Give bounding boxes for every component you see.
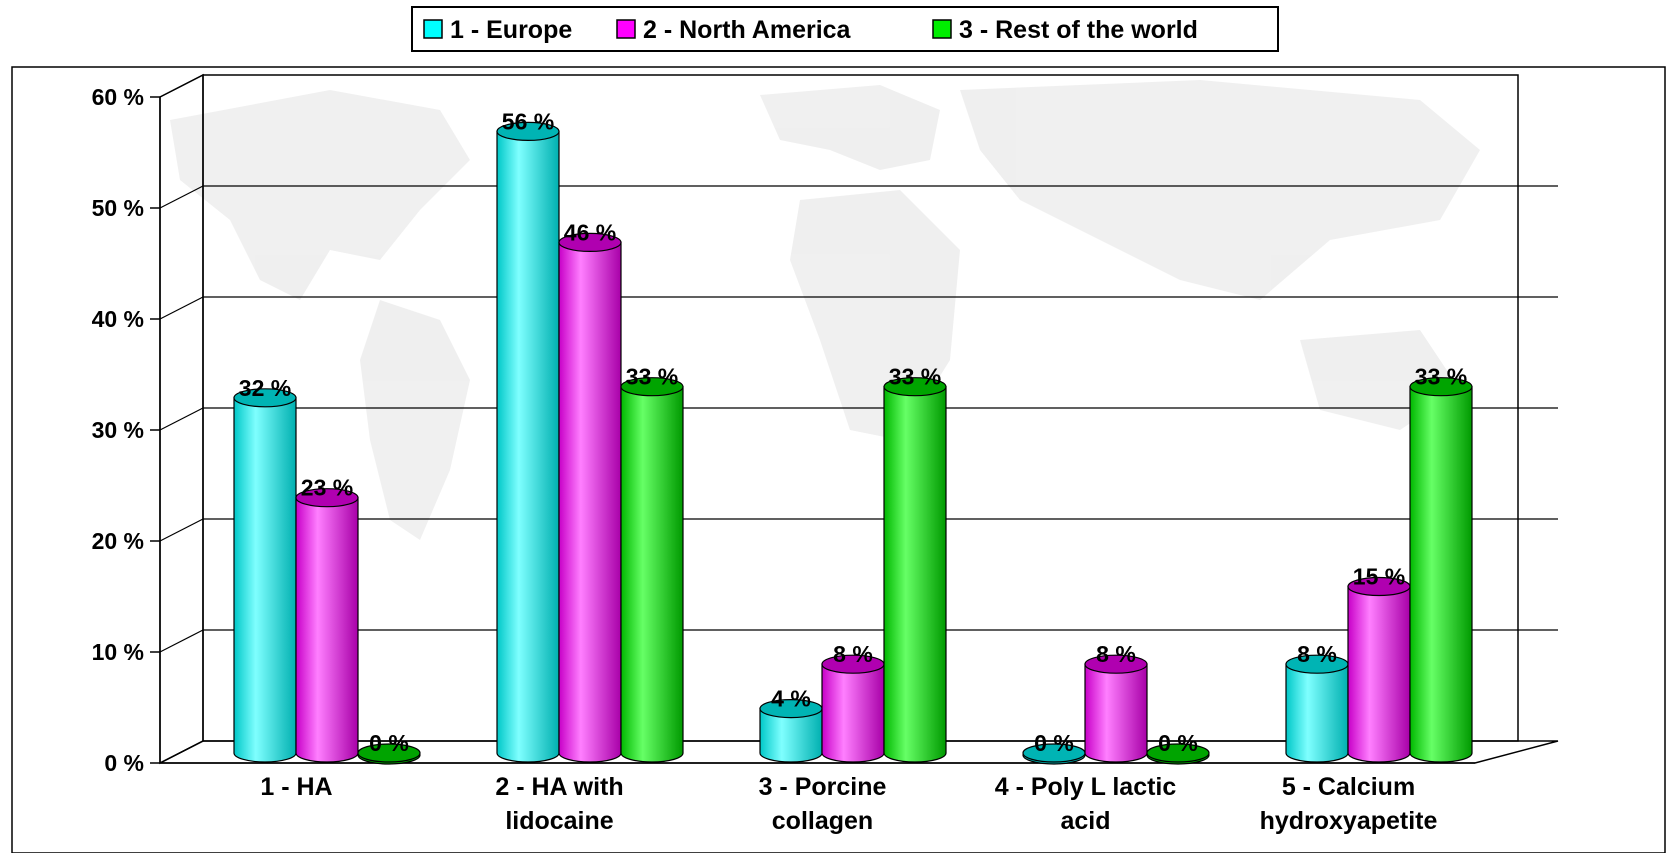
legend-item-2: 2 - North America bbox=[616, 16, 852, 44]
gridline-side bbox=[159, 74, 204, 98]
y-tick-label: 0 % bbox=[104, 750, 144, 776]
data-label: 0 % bbox=[1034, 730, 1074, 756]
legend-swatch bbox=[616, 19, 636, 39]
legend-swatch bbox=[423, 19, 443, 39]
legend-swatch bbox=[932, 19, 952, 39]
data-label: 8 % bbox=[833, 641, 873, 667]
legend-item-3: 3 - Rest of the world bbox=[932, 16, 1198, 44]
bar-4-series-2 bbox=[1084, 654, 1148, 763]
data-label: 33 % bbox=[889, 364, 941, 390]
legend-box bbox=[411, 6, 1279, 52]
bar-3-series-2 bbox=[821, 654, 885, 763]
y-tick-label: 50 % bbox=[92, 195, 144, 221]
bar-3-series-1 bbox=[759, 698, 823, 763]
x-tick-label: 3 - Porcine bbox=[759, 773, 887, 801]
bar-1-series-1 bbox=[233, 388, 297, 763]
legend-item-1: 1 - Europe bbox=[423, 16, 572, 44]
gridline-side bbox=[159, 740, 204, 764]
bar-1-series-3 bbox=[357, 743, 421, 765]
gridline-side bbox=[159, 185, 204, 209]
bar-3-series-3 bbox=[883, 377, 947, 763]
bar-2-series-3 bbox=[620, 377, 684, 763]
data-label: 8 % bbox=[1297, 641, 1337, 667]
data-label: 15 % bbox=[1353, 564, 1405, 590]
legend-label: 2 - North America bbox=[643, 16, 852, 44]
gridline-side bbox=[159, 629, 204, 653]
bar-5-series-3 bbox=[1409, 377, 1473, 763]
y-tick-label: 30 % bbox=[92, 417, 144, 443]
bar-5-series-2 bbox=[1347, 576, 1411, 763]
x-tick-label: lidocaine bbox=[505, 807, 613, 835]
data-label: 0 % bbox=[1158, 730, 1198, 756]
data-label: 23 % bbox=[301, 475, 353, 501]
gridline-side bbox=[159, 407, 204, 431]
bar-4-series-3 bbox=[1146, 743, 1210, 765]
legend-label: 3 - Rest of the world bbox=[959, 16, 1198, 44]
data-label: 33 % bbox=[1415, 364, 1467, 390]
bar-2-series-2 bbox=[558, 232, 622, 763]
bar-2-series-1 bbox=[496, 121, 560, 763]
x-tick-label: 2 - HA with bbox=[495, 773, 623, 801]
y-tick-label: 40 % bbox=[92, 306, 144, 332]
x-tick-label: 4 - Poly L lactic bbox=[995, 773, 1177, 801]
bar-4-series-1 bbox=[1022, 743, 1086, 765]
gridline-side bbox=[159, 518, 204, 542]
data-label: 33 % bbox=[626, 364, 678, 390]
y-tick-label: 20 % bbox=[92, 528, 144, 554]
y-tick-label: 60 % bbox=[92, 84, 144, 110]
x-tick-label: 1 - HA bbox=[260, 773, 332, 801]
data-label: 8 % bbox=[1096, 641, 1136, 667]
data-label: 56 % bbox=[502, 108, 554, 134]
data-label: 4 % bbox=[771, 686, 811, 712]
x-tick-label: 5 - Calcium bbox=[1282, 773, 1415, 801]
legend-label: 1 - Europe bbox=[450, 16, 572, 44]
y-tick-label: 10 % bbox=[92, 639, 144, 665]
bar-1-series-2 bbox=[295, 488, 359, 763]
bar-5-series-1 bbox=[1285, 654, 1349, 763]
data-label: 32 % bbox=[239, 375, 291, 401]
x-tick-label: collagen bbox=[772, 807, 873, 835]
x-tick-label: hydroxyapetite bbox=[1260, 807, 1438, 835]
data-label: 0 % bbox=[369, 730, 409, 756]
x-tick-label: acid bbox=[1060, 807, 1110, 835]
gridline-side bbox=[159, 296, 204, 320]
data-label: 46 % bbox=[564, 219, 616, 245]
